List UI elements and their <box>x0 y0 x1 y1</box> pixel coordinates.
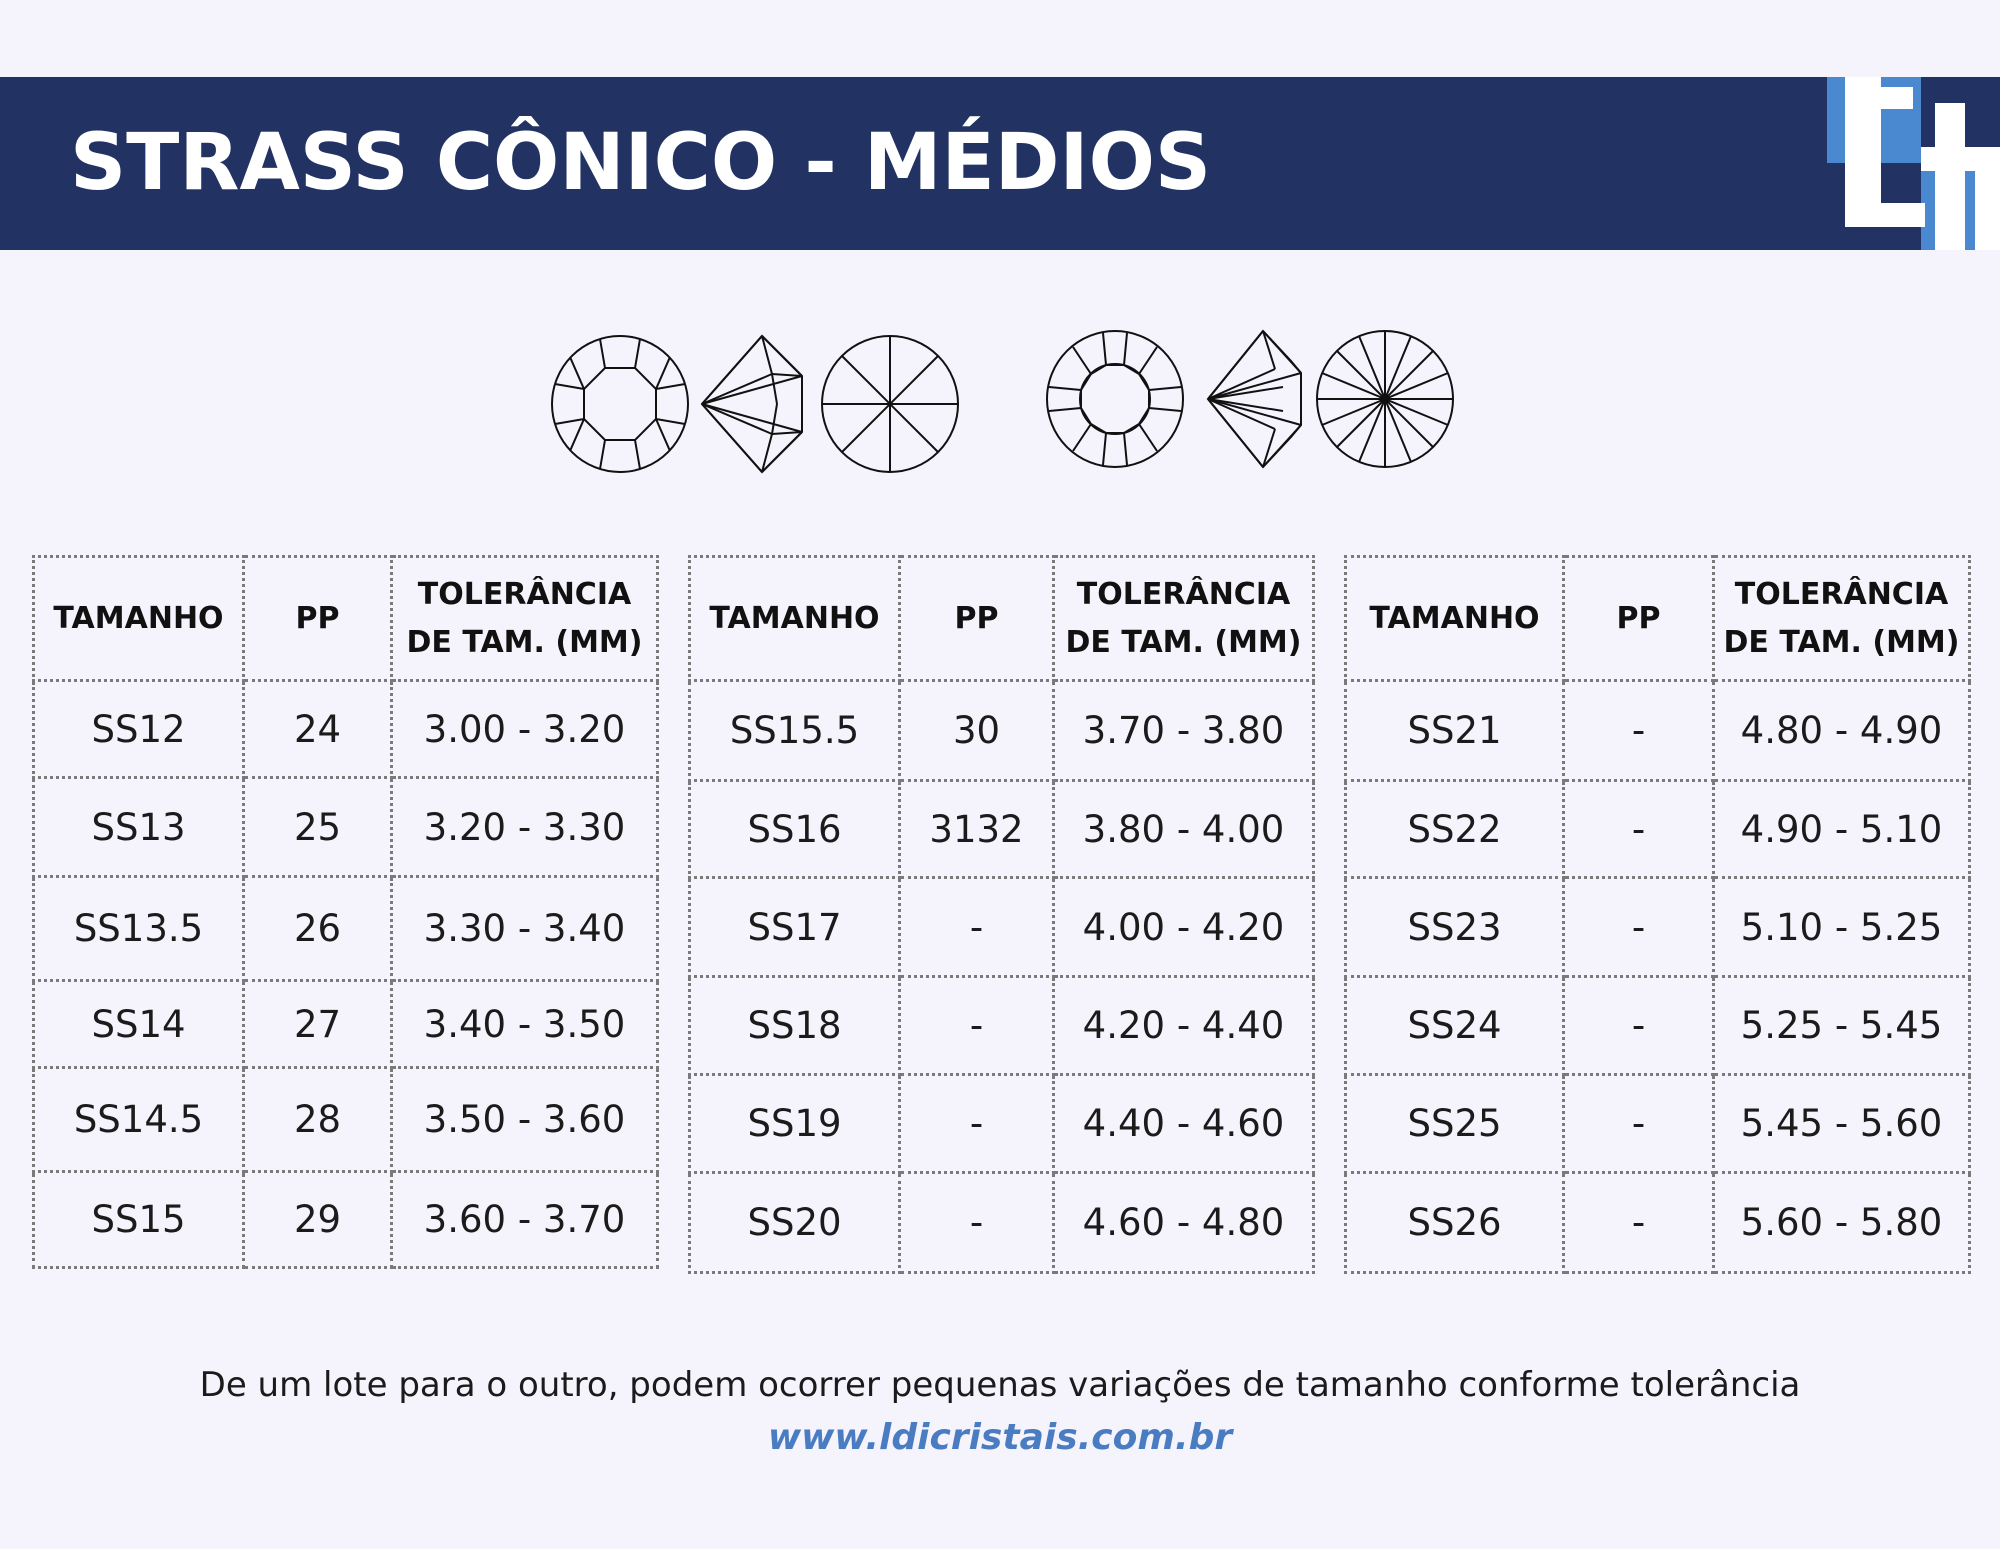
cell-tolerance: 4.60 - 4.80 <box>1052 1171 1315 1274</box>
cell-size: SS25 <box>1344 1073 1565 1174</box>
gem-sixteen-facet-top-icon <box>1046 330 1184 468</box>
cell-tolerance: 5.10 - 5.25 <box>1712 876 1971 978</box>
cell-size: SS14 <box>32 979 245 1069</box>
table-row: SS16 3132 3.80 - 4.00 <box>688 779 1315 879</box>
table-row: SS25 - 5.45 - 5.60 <box>1344 1073 1971 1174</box>
cell-tolerance: 5.60 - 5.80 <box>1712 1171 1971 1274</box>
table-row: SS14.5 28 3.50 - 3.60 <box>32 1066 659 1173</box>
gem-octagon-top-icon <box>551 335 689 473</box>
cell-size: SS19 <box>688 1073 901 1174</box>
cell-size: SS15 <box>32 1170 245 1269</box>
cell-tolerance: 3.80 - 4.00 <box>1052 779 1315 879</box>
cell-pp: 30 <box>898 679 1055 782</box>
header-pp: PP <box>242 555 393 682</box>
table-header-row: TAMANHO PP TOLERÂNCIA DE TAM. (MM) <box>1344 555 1971 682</box>
header-pp: PP <box>1562 555 1715 682</box>
cell-size: SS26 <box>1344 1171 1565 1274</box>
cell-tolerance: 3.40 - 3.50 <box>390 979 659 1069</box>
table-row: SS17 - 4.00 - 4.20 <box>688 876 1315 978</box>
cell-pp: - <box>1562 876 1715 978</box>
gem-side-icon <box>700 334 803 474</box>
cell-size: SS23 <box>1344 876 1565 978</box>
table-row: SS23 - 5.10 - 5.25 <box>1344 876 1971 978</box>
size-table-3: TAMANHO PP TOLERÂNCIA DE TAM. (MM) SS21 -… <box>1344 555 1971 1274</box>
header-banner: STRASS CÔNICO - MÉDIOS <box>0 77 2000 250</box>
cell-size: SS13.5 <box>32 875 245 982</box>
table-row: SS22 - 4.90 - 5.10 <box>1344 779 1971 879</box>
table-row: SS15.5 30 3.70 - 3.80 <box>688 679 1315 782</box>
cell-pp: - <box>898 1171 1055 1274</box>
cell-size: SS24 <box>1344 975 1565 1076</box>
cell-pp: - <box>898 876 1055 978</box>
table-row: SS21 - 4.80 - 4.90 <box>1344 679 1971 782</box>
table-row: SS13 25 3.20 - 3.30 <box>32 776 659 878</box>
table-header-row: TAMANHO PP TOLERÂNCIA DE TAM. (MM) <box>688 555 1315 682</box>
page-title: STRASS CÔNICO - MÉDIOS <box>70 118 1212 208</box>
cell-tolerance: 4.00 - 4.20 <box>1052 876 1315 978</box>
header-size: TAMANHO <box>688 555 901 682</box>
cell-tolerance: 3.20 - 3.30 <box>390 776 659 878</box>
cell-tolerance: 4.80 - 4.90 <box>1712 679 1971 782</box>
cell-size: SS15.5 <box>688 679 901 782</box>
cell-tolerance: 3.60 - 3.70 <box>390 1170 659 1269</box>
header-tolerance: TOLERÂNCIA DE TAM. (MM) <box>1052 555 1315 682</box>
cell-size: SS14.5 <box>32 1066 245 1173</box>
cell-pp: 24 <box>242 679 393 779</box>
cell-size: SS13 <box>32 776 245 878</box>
tolerance-note: De um lote para o outro, podem ocorrer p… <box>199 1365 1801 1405</box>
header-pp: PP <box>898 555 1055 682</box>
cell-tolerance: 3.70 - 3.80 <box>1052 679 1315 782</box>
cell-pp: 29 <box>242 1170 393 1269</box>
table-header-row: TAMANHO PP TOLERÂNCIA DE TAM. (MM) <box>32 555 659 682</box>
size-table-1: TAMANHO PP TOLERÂNCIA DE TAM. (MM) SS12 2… <box>32 555 659 1269</box>
cell-tolerance: 3.30 - 3.40 <box>390 875 659 982</box>
cell-pp: - <box>898 1073 1055 1174</box>
cell-size: SS22 <box>1344 779 1565 879</box>
cell-tolerance: 4.40 - 4.60 <box>1052 1073 1315 1174</box>
gem-diagrams <box>551 329 1454 474</box>
table-row: SS13.5 26 3.30 - 3.40 <box>32 875 659 982</box>
cell-pp: 28 <box>242 1066 393 1173</box>
cell-pp: 25 <box>242 776 393 878</box>
header-size: TAMANHO <box>1344 555 1565 682</box>
gem-sixteen-ray-bottom-icon <box>1316 330 1454 468</box>
table-row: SS12 24 3.00 - 3.20 <box>32 679 659 779</box>
cell-size: SS16 <box>688 779 901 879</box>
table-row: SS15 29 3.60 - 3.70 <box>32 1170 659 1269</box>
cell-pp: 3132 <box>898 779 1055 879</box>
table-row: SS14 27 3.40 - 3.50 <box>32 979 659 1069</box>
header-size: TAMANHO <box>32 555 245 682</box>
header-tolerance: TOLERÂNCIA DE TAM. (MM) <box>390 555 659 682</box>
header-tolerance: TOLERÂNCIA DE TAM. (MM) <box>1712 555 1971 682</box>
cell-tolerance: 4.90 - 5.10 <box>1712 779 1971 879</box>
table-row: SS26 - 5.60 - 5.80 <box>1344 1171 1971 1274</box>
cell-pp: - <box>1562 1073 1715 1174</box>
gem-side-icon <box>1206 329 1302 469</box>
ld-logo <box>1827 77 2000 250</box>
cell-tolerance: 5.25 - 5.45 <box>1712 975 1971 1076</box>
table-row: SS18 - 4.20 - 4.40 <box>688 975 1315 1076</box>
cell-size: SS20 <box>688 1171 901 1274</box>
cell-pp: 26 <box>242 875 393 982</box>
website-link[interactable]: www.ldicristais.com.br <box>767 1417 1233 1458</box>
size-table-2: TAMANHO PP TOLERÂNCIA DE TAM. (MM) SS15.5… <box>688 555 1315 1274</box>
cell-tolerance: 4.20 - 4.40 <box>1052 975 1315 1076</box>
cell-tolerance: 3.50 - 3.60 <box>390 1066 659 1173</box>
table-row: SS24 - 5.25 - 5.45 <box>1344 975 1971 1076</box>
table-row: SS19 - 4.40 - 4.60 <box>688 1073 1315 1174</box>
table-row: SS20 - 4.60 - 4.80 <box>688 1171 1315 1274</box>
cell-pp: - <box>1562 975 1715 1076</box>
cell-pp: - <box>1562 1171 1715 1274</box>
cell-pp: - <box>898 975 1055 1076</box>
cell-tolerance: 3.00 - 3.20 <box>390 679 659 779</box>
cell-size: SS18 <box>688 975 901 1076</box>
cell-size: SS21 <box>1344 679 1565 782</box>
cell-pp: - <box>1562 779 1715 879</box>
cell-pp: 27 <box>242 979 393 1069</box>
cell-pp: - <box>1562 679 1715 782</box>
gem-eight-ray-bottom-icon <box>821 335 959 473</box>
cell-size: SS17 <box>688 876 901 978</box>
cell-tolerance: 5.45 - 5.60 <box>1712 1073 1971 1174</box>
cell-size: SS12 <box>32 679 245 779</box>
